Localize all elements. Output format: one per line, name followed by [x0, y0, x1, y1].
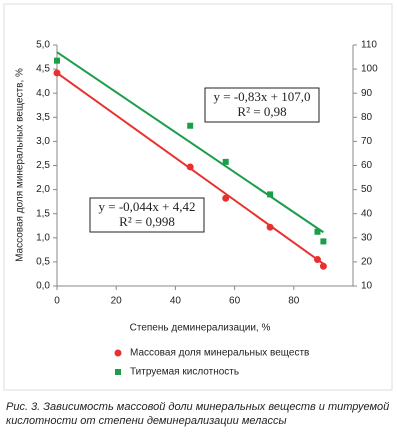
y2-tick-label: 20 [361, 257, 373, 268]
x-tick-label: 60 [229, 296, 241, 307]
point [266, 223, 274, 231]
legend-marker [114, 349, 122, 357]
y-tick-label: 0,5 [36, 257, 50, 268]
y2-tick-label: 60 [361, 160, 373, 171]
y-tick-label: 3,0 [36, 136, 50, 147]
y2-tick-label: 10 [361, 281, 373, 292]
x-tick-label: 0 [54, 296, 60, 307]
point [319, 262, 327, 270]
y-tick-label: 4,5 [36, 64, 50, 75]
x-tick-label: 40 [170, 296, 182, 307]
y-tick-label: 2,0 [36, 184, 50, 195]
x-axis-label: Степень деминерализации, % [130, 323, 271, 334]
x-tick-label: 80 [288, 296, 300, 307]
y-tick-label: 0,0 [36, 281, 50, 292]
point [222, 194, 230, 202]
point [313, 255, 321, 263]
point [187, 122, 194, 129]
trend-r2: R² = 0,98 [237, 104, 286, 119]
point [186, 163, 194, 171]
y2-tick-label: 70 [361, 136, 373, 147]
chart-frame [3, 3, 393, 391]
trend-r2: R² = 0,998 [119, 214, 175, 229]
trend-line [56, 51, 324, 234]
y-axis-label: Массовая доля минеральных веществ, % [15, 68, 26, 262]
y-tick-label: 2,5 [36, 160, 50, 171]
y-tick-label: 1,0 [36, 232, 50, 243]
caption: Рис. 3. Зависимость массовой доли минера… [6, 401, 390, 427]
trend-equation: y = -0,83x + 107,0 [214, 89, 311, 104]
trend-equation: y = -0,044x + 4,42 [99, 199, 196, 214]
chart: Массовая доля минеральных веществ, % Сте… [3, 3, 393, 391]
y2-tick-label: 50 [361, 184, 373, 195]
legend-label: Массовая доля минеральных веществ [130, 348, 309, 359]
equation-box [89, 197, 205, 233]
point [222, 158, 229, 165]
y2-tick-label: 40 [361, 208, 373, 219]
y2-tick-label: 80 [361, 112, 373, 123]
x-tick-label: 20 [111, 296, 123, 307]
point [53, 69, 61, 77]
y-tick-label: 1,5 [36, 208, 50, 219]
point [54, 57, 60, 64]
y2-tick-label: 100 [361, 64, 378, 75]
y-tick-label: 4,0 [36, 88, 50, 99]
point [267, 191, 274, 198]
legend-marker [115, 369, 121, 375]
y2-tick-label: 30 [361, 232, 373, 243]
y-tick-label: 3,5 [36, 112, 50, 123]
y-tick-label: 5,0 [36, 40, 50, 51]
legend-label: Титруемая кислотность [130, 367, 239, 378]
y2-tick-label: 90 [361, 88, 373, 99]
y2-tick-label: 110 [361, 40, 377, 51]
equation-box [204, 87, 320, 123]
point [320, 238, 327, 245]
point [314, 228, 321, 235]
